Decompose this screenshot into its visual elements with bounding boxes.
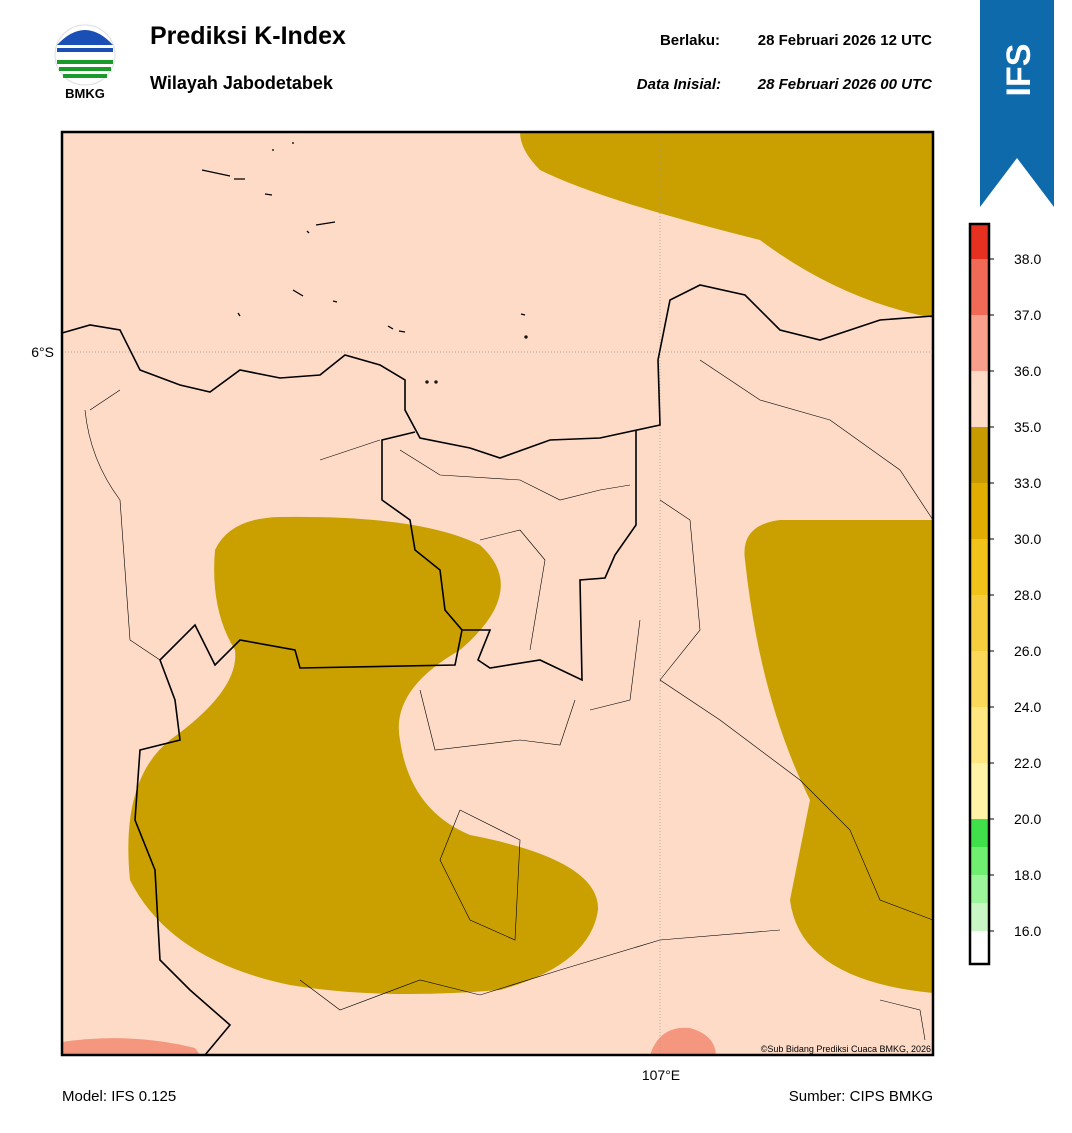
map: 6°S 107°E ©Sub Bidang Prediksi Cuaca BMK… xyxy=(31,130,935,1083)
init-time: 28 Februari 2026 00 UTC xyxy=(757,76,933,93)
badge xyxy=(980,0,1054,207)
colorbar-label: 35.0 xyxy=(1014,419,1041,435)
init-label: Data Inisial: xyxy=(637,76,721,93)
title: Prediksi K-Index xyxy=(150,22,346,50)
colorbar-label: 38.0 xyxy=(1014,251,1041,267)
logo-text: BMKG xyxy=(65,86,105,101)
colorbar-label: 36.0 xyxy=(1014,363,1041,379)
lat-label: 6°S xyxy=(31,344,54,360)
subtitle: Wilayah Jabodetabek xyxy=(150,73,334,93)
colorbar-label: 33.0 xyxy=(1014,475,1041,491)
lon-label: 107°E xyxy=(642,1067,680,1083)
colorbar-label: 28.0 xyxy=(1014,587,1041,603)
colorbar-label: 20.0 xyxy=(1014,811,1041,827)
colorbar-label: 30.0 xyxy=(1014,531,1041,547)
colorbar-label: 37.0 xyxy=(1014,307,1041,323)
colorbar-label: 16.0 xyxy=(1014,923,1041,939)
valid-label: Berlaku: xyxy=(660,32,720,49)
colorbar-label: 22.0 xyxy=(1014,755,1041,771)
colorbar-label: 18.0 xyxy=(1014,867,1041,883)
logo: BMKG xyxy=(54,24,116,101)
valid-time: 28 Februari 2026 12 UTC xyxy=(758,32,932,49)
model: Model: IFS 0.125 xyxy=(62,1088,176,1105)
badge-text: IFS xyxy=(1000,44,1038,97)
colorbar-label: 26.0 xyxy=(1014,643,1041,659)
credit: ©Sub Bidang Prediksi Cuaca BMKG, 2026 xyxy=(761,1044,931,1054)
source: Sumber: CIPS BMKG xyxy=(789,1088,933,1105)
colorbar xyxy=(968,222,991,966)
colorbar-label: 24.0 xyxy=(1014,699,1041,715)
